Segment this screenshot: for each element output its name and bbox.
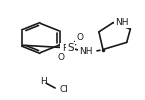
Text: O: O [76, 34, 83, 42]
Text: S: S [67, 43, 74, 53]
Text: NH: NH [79, 48, 93, 56]
Text: F: F [62, 44, 67, 53]
Text: NH: NH [115, 18, 129, 27]
Text: O: O [57, 54, 64, 62]
Text: Cl: Cl [60, 84, 69, 94]
Text: H: H [40, 78, 47, 86]
